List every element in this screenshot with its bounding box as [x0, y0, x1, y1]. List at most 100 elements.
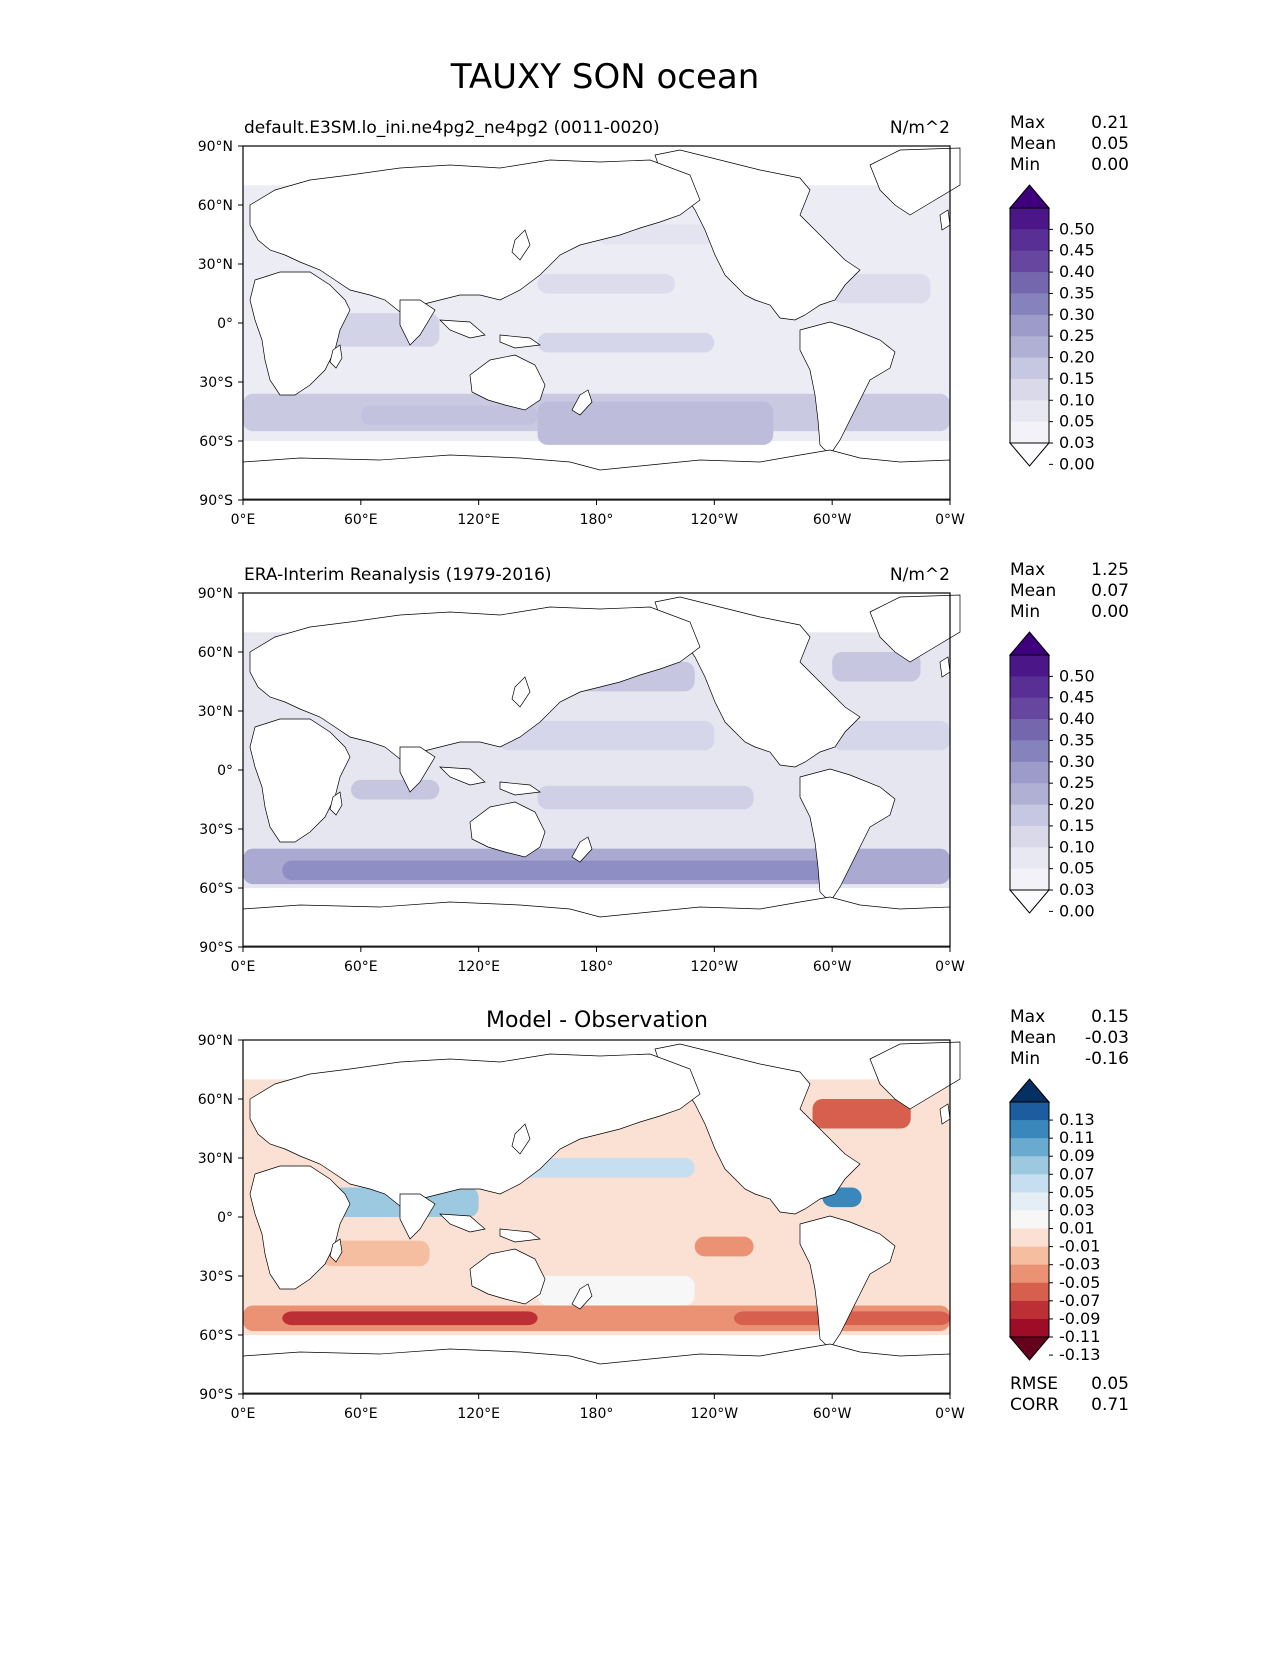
colorbar-extend-bottom	[1008, 1336, 1051, 1361]
axis-ticks: 0°E 60°E 120°E 180° 120°W 60°W 0°W 90°N 60°N 30°N…	[198, 139, 965, 528]
colorbar-level-label: -0.11	[1059, 1327, 1100, 1346]
x-tick-label: 120°W	[691, 959, 739, 975]
colorbar-level-label: 0.30	[1059, 752, 1095, 771]
colorbar-extend-top	[1008, 1078, 1051, 1103]
colorbar-swatch	[1010, 1318, 1049, 1338]
colorbar-level-label: -0.07	[1059, 1291, 1100, 1310]
y-tick-label: 60°N	[198, 1092, 233, 1108]
colorbar-extend-top	[1008, 184, 1051, 209]
colorbar-level-label: 0.05	[1059, 1182, 1095, 1201]
metric-label-corr: CORR	[1010, 1395, 1059, 1415]
field-region	[351, 779, 440, 800]
x-tick-label: 0°E	[231, 1406, 256, 1422]
x-tick-label: 120°E	[457, 512, 500, 528]
colorbar-level-label: 0.50	[1059, 219, 1095, 238]
colorbar-swatch	[1010, 1210, 1049, 1230]
stat-value-mean: 0.07	[1091, 581, 1129, 601]
stat-label-min: Min	[1010, 602, 1040, 622]
stat-value-min: -0.16	[1085, 1049, 1129, 1069]
colorbar-swatch	[1010, 676, 1049, 699]
colorbar-level-label: 0.15	[1059, 369, 1095, 388]
field-region	[537, 785, 754, 810]
colorbar-level-label: 0.03	[1059, 433, 1095, 452]
colorbar-level-label: -0.13	[1059, 1345, 1100, 1364]
colorbar-level-label: 0.35	[1059, 730, 1095, 749]
field-region	[537, 332, 715, 353]
x-tick-label: 60°E	[344, 959, 378, 975]
colorbar-level-label: -0.01	[1059, 1237, 1100, 1256]
field-region	[360, 405, 538, 426]
stats-block: Max 1.25 Mean 0.07 Min 0.00	[1010, 560, 1129, 622]
x-tick-label: 120°W	[691, 512, 739, 528]
colorbar-swatch	[1010, 740, 1049, 763]
stats-block: Max 0.21 Mean 0.05 Min 0.00	[1010, 113, 1129, 175]
x-tick-label: 180°	[580, 1406, 614, 1422]
colorbar-swatch	[1010, 1282, 1049, 1302]
field-region	[517, 1158, 695, 1178]
stat-value-min: 0.00	[1091, 155, 1129, 175]
y-tick-label: 0°	[217, 763, 233, 779]
colorbar-swatch	[1010, 314, 1049, 337]
y-tick-label: 60°S	[199, 434, 233, 450]
y-tick-label: 90°N	[198, 586, 233, 602]
colorbar-level-label: -0.09	[1059, 1309, 1100, 1328]
colorbar-level-label: 0.25	[1059, 326, 1095, 345]
stat-label-min: Min	[1010, 155, 1040, 175]
colorbar-frame	[1009, 1101, 1050, 1338]
y-tick-label: 60°N	[198, 198, 233, 214]
x-tick-label: 120°W	[691, 1406, 739, 1422]
x-tick-label: 180°	[580, 959, 614, 975]
y-tick-label: 30°S	[199, 822, 233, 838]
colorbar-swatch	[1010, 336, 1049, 359]
colorbar-swatch	[1010, 421, 1049, 444]
colorbar-level-label: -0.05	[1059, 1273, 1100, 1292]
x-tick-label: 60°W	[813, 512, 852, 528]
panel-units: N/m^2	[890, 565, 950, 585]
colorbar-level-label: 0.11	[1059, 1128, 1095, 1147]
colorbar-swatch	[1010, 1300, 1049, 1320]
colorbar-swatch	[1010, 229, 1049, 252]
y-tick-label: 60°S	[199, 1328, 233, 1344]
y-tick-label: 0°	[217, 316, 233, 332]
colorbar-level-label: 0.07	[1059, 1164, 1095, 1183]
x-tick-label: 120°E	[457, 1406, 500, 1422]
stat-label-mean: Mean	[1010, 134, 1056, 154]
x-tick-label: 60°W	[813, 1406, 852, 1422]
colorbar-swatch	[1010, 761, 1049, 784]
colorbar-swatch	[1010, 1174, 1049, 1193]
colorbar-swatch	[1010, 1138, 1049, 1157]
x-tick-label: 60°W	[813, 959, 852, 975]
x-tick-label: 0°W	[935, 1406, 965, 1422]
metrics-block: RMSE 0.05 CORR 0.71	[1010, 1374, 1129, 1415]
colorbar-swatch	[1010, 1228, 1049, 1248]
figure-title: TAUXY SON ocean	[450, 57, 760, 97]
colorbar-level-label: -0.03	[1059, 1255, 1100, 1274]
stat-value-mean: -0.03	[1085, 1028, 1129, 1048]
colorbar-swatch	[1010, 804, 1049, 827]
panel-title: default.E3SM.lo_ini.ne4pg2_ne4pg2 (0011-…	[244, 118, 660, 138]
colorbar-level-label: 0.10	[1059, 837, 1095, 856]
x-tick-label: 0°W	[935, 512, 965, 528]
stat-label-max: Max	[1010, 1007, 1045, 1027]
colorbar-swatch	[1010, 250, 1049, 273]
y-tick-label: 60°N	[198, 645, 233, 661]
colorbar-level-label: 0.05	[1059, 412, 1095, 431]
colorbar-swatch	[1010, 1264, 1049, 1284]
y-tick-label: 90°S	[199, 493, 233, 509]
y-tick-label: 90°S	[199, 940, 233, 956]
stat-value-max: 0.21	[1091, 113, 1129, 133]
colorbar-swatch	[1010, 293, 1049, 316]
x-tick-label: 0°E	[231, 512, 256, 528]
colorbar-level-label: 0.15	[1059, 816, 1095, 835]
metric-label-rmse: RMSE	[1010, 1374, 1058, 1394]
colorbar-level-label: 0.09	[1059, 1146, 1095, 1165]
colorbar-swatch	[1010, 825, 1049, 848]
colorbar-swatch	[1010, 1120, 1049, 1139]
y-tick-label: 90°N	[198, 139, 233, 155]
metric-value-corr: 0.71	[1091, 1395, 1129, 1415]
colorbar-swatch	[1010, 378, 1049, 401]
colorbar-swatch	[1010, 1192, 1049, 1211]
stats-block: Max 0.15 Mean -0.03 Min -0.16	[1010, 1007, 1129, 1069]
y-tick-label: 0°	[217, 1210, 233, 1226]
stat-label-min: Min	[1010, 1049, 1040, 1069]
